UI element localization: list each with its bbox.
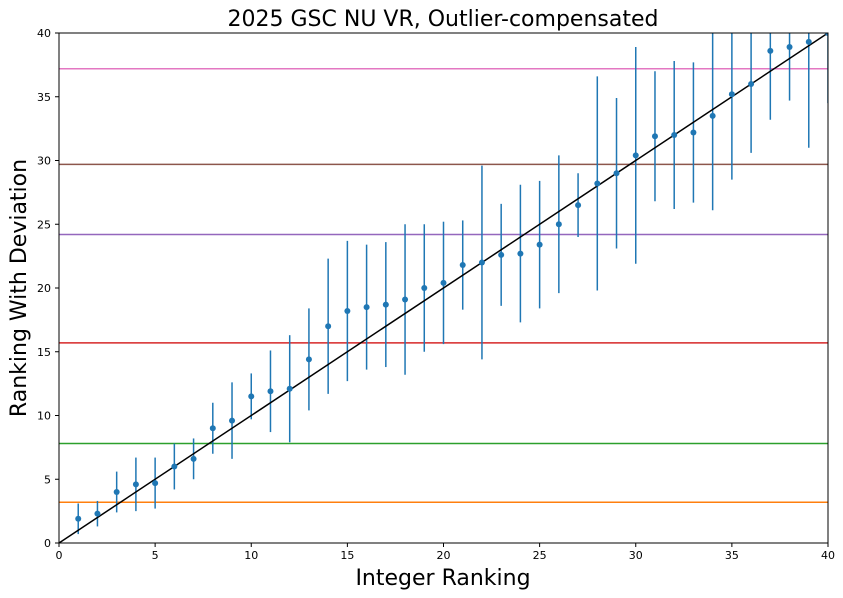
data-point-9 (229, 417, 236, 424)
chart-title: 2025 GSC NU VR, Outlier-compensated (228, 7, 659, 32)
data-point-24 (517, 250, 524, 257)
data-point-4 (132, 481, 139, 488)
y-tick-label: 15 (37, 346, 51, 359)
data-point-25 (536, 241, 543, 248)
data-point-1 (75, 515, 82, 522)
data-point-29 (613, 170, 620, 177)
data-point-13 (305, 356, 312, 363)
data-point-39 (805, 38, 812, 45)
y-tick-label: 5 (44, 473, 51, 486)
y-tick-label: 0 (44, 537, 51, 550)
data-point-12 (286, 385, 293, 392)
data-point-17 (382, 301, 389, 308)
data-point-21 (459, 262, 466, 269)
x-tick-label: 0 (56, 549, 63, 562)
data-point-28 (594, 180, 601, 187)
data-point-6 (171, 463, 178, 470)
data-point-5 (152, 480, 159, 487)
y-tick-label: 10 (37, 410, 51, 423)
x-tick-label: 15 (340, 549, 354, 562)
data-point-8 (209, 425, 216, 432)
data-point-11 (267, 388, 274, 395)
reference-line (59, 33, 828, 543)
data-point-10 (248, 393, 255, 400)
x-tick-label: 20 (437, 549, 451, 562)
data-point-36 (748, 81, 755, 87)
x-axis: 0 5 10 15 20 25 30 35 40 (56, 543, 835, 562)
y-tick-label: 35 (37, 91, 51, 104)
data-point-26 (555, 221, 562, 228)
data-point-35 (728, 91, 735, 98)
x-axis-title: Integer Ranking (355, 566, 530, 591)
x-tick-label: 30 (629, 549, 643, 562)
data-point-19 (421, 285, 428, 291)
data-point-22 (478, 259, 485, 266)
data-point-16 (363, 304, 370, 311)
y-axis-title: Ranking With Deviation (7, 159, 32, 417)
data-point-7 (190, 455, 197, 462)
y-axis: 0 5 10 15 20 25 30 35 40 (37, 27, 59, 550)
data-point-31 (651, 133, 658, 140)
y-tick-label: 20 (37, 282, 51, 295)
data-point-18 (402, 296, 409, 303)
y-tick-label: 25 (37, 218, 51, 231)
y-tick-label: 40 (37, 27, 51, 40)
data-point-38 (786, 44, 793, 51)
data-point-2 (94, 510, 101, 517)
data-point-34 (709, 112, 716, 119)
data-point-20 (440, 279, 447, 286)
x-tick-label: 5 (152, 549, 159, 562)
data-point-15 (344, 307, 351, 314)
data-point-30 (632, 152, 639, 159)
plot-frame (58, 32, 829, 544)
x-tick-label: 40 (821, 549, 835, 562)
x-tick-label: 10 (244, 549, 258, 562)
y-tick-label: 30 (37, 155, 51, 168)
data-point-3 (113, 489, 120, 495)
data-point-27 (575, 202, 582, 209)
x-tick-label: 25 (533, 549, 547, 562)
data-point-14 (325, 323, 332, 330)
data-point-40 (825, 33, 828, 36)
x-tick-label: 35 (725, 549, 739, 562)
data-point-37 (767, 47, 774, 54)
data-point-23 (498, 251, 505, 258)
data-point-33 (690, 129, 697, 136)
data-point-32 (671, 132, 678, 138)
